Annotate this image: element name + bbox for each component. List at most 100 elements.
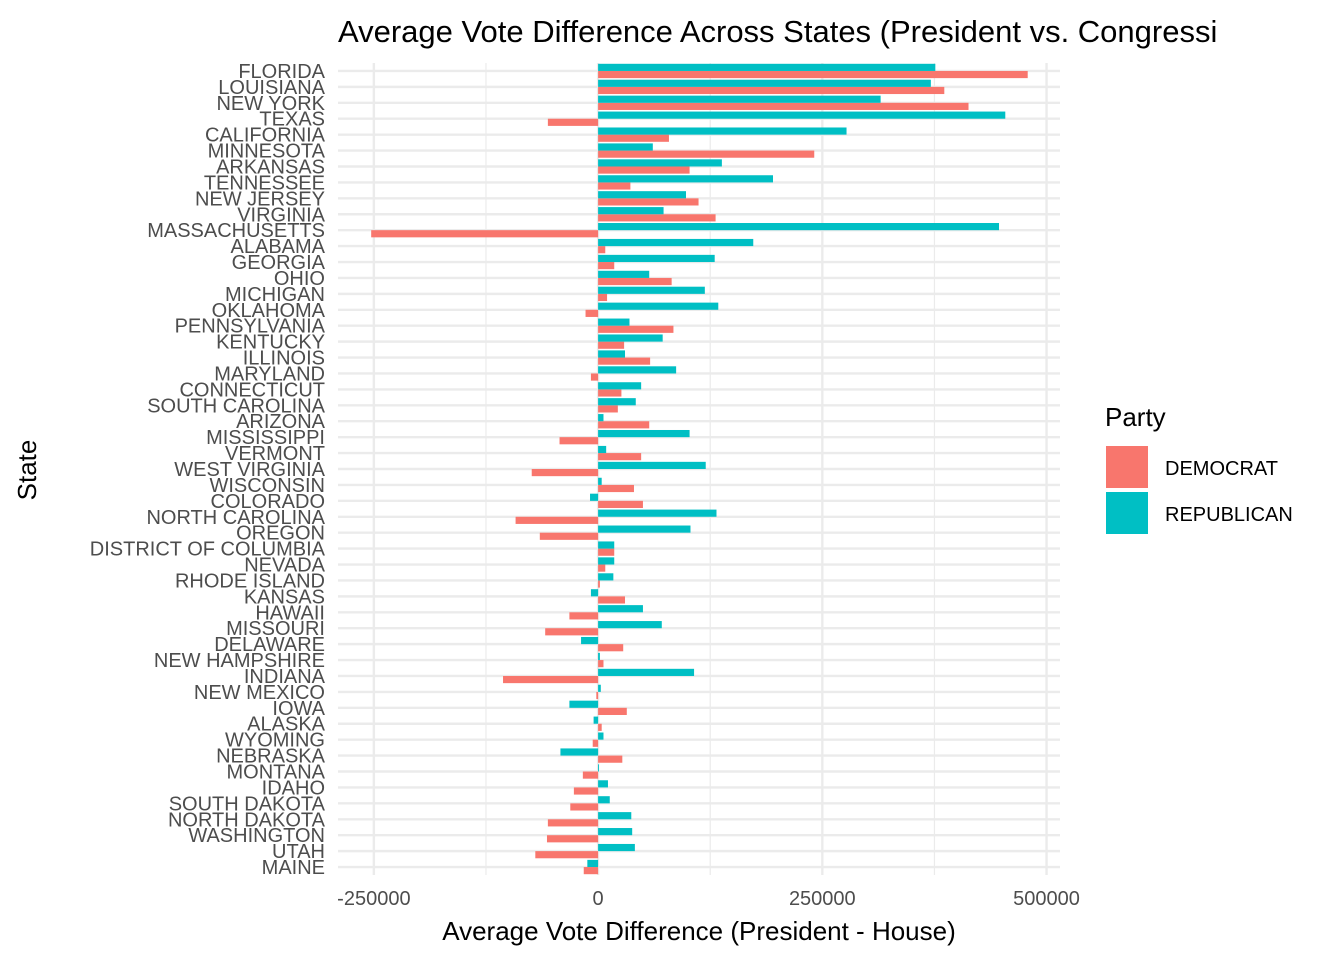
y-tick-label: NEW YORK	[216, 93, 325, 115]
y-tick-label: GEORGIA	[232, 252, 326, 274]
bar-republican-kentucky	[598, 334, 663, 342]
y-tick-label: DISTRICT OF COLUMBIA	[90, 539, 326, 561]
y-tick-label: LOUISIANA	[218, 77, 325, 99]
bar-democrat-indiana	[503, 675, 599, 684]
y-tick-label: FLORIDA	[238, 61, 325, 83]
y-tick-label: COLORADO	[211, 491, 325, 513]
y-tick-label: IDAHO	[262, 777, 325, 799]
bar-democrat-alabama	[598, 246, 606, 254]
y-tick-label: WISCONSIN	[209, 475, 325, 497]
bar-democrat-minnesota	[598, 150, 815, 158]
x-axis-title: Average Vote Difference (President - Hou…	[442, 916, 956, 946]
bar-republican-connecticut	[598, 382, 642, 390]
x-tick-label: 0	[593, 888, 604, 910]
y-tick-label: VIRGINIA	[237, 204, 325, 226]
bar-republican-minnesota	[598, 143, 653, 151]
y-tick-label: MISSISSIPPI	[206, 427, 325, 449]
chart-title: Average Vote Difference Across States (P…	[338, 14, 1217, 49]
bar-republican-wyoming	[598, 732, 604, 740]
bar-republican-delaware	[581, 636, 599, 645]
legend-swatch-democrat	[1106, 446, 1148, 488]
bar-republican-rhode-island	[598, 573, 614, 581]
legend: Party DEMOCRAT REPUBLICAN	[1105, 402, 1293, 534]
bar-democrat-arizona	[598, 421, 650, 429]
y-axis-title: State	[12, 440, 42, 501]
y-tick-label: KANSAS	[244, 586, 325, 608]
y-tick-label: MARYLAND	[214, 363, 325, 385]
bar-republican-hawaii	[598, 605, 643, 613]
y-tick-label: WASHINGTON	[188, 825, 325, 847]
y-tick-label: SOUTH DAKOTA	[169, 793, 326, 815]
bar-republican-pennsylvania	[598, 318, 630, 326]
y-tick-label: VERMONT	[225, 443, 325, 465]
bar-democrat-florida	[598, 70, 1028, 79]
y-tick-label: OREGON	[236, 523, 325, 545]
bar-republican-alabama	[598, 238, 754, 247]
y-tick-label: IOWA	[272, 698, 325, 720]
bar-republican-iowa	[569, 700, 599, 708]
bar-republican-michigan	[598, 286, 705, 294]
y-tick-label: INDIANA	[244, 666, 326, 688]
bar-republican-montana	[598, 764, 599, 772]
y-tick-label: MICHIGAN	[225, 284, 325, 306]
bar-republican-colorado	[590, 493, 599, 501]
bar-democrat-colorado	[598, 500, 643, 509]
y-tick-label: NEVADA	[244, 555, 325, 577]
bar-republican-wisconsin	[598, 477, 602, 485]
bar-republican-new-jersey	[598, 191, 686, 199]
bar-republican-new-hampshire	[598, 652, 600, 661]
y-tick-label: MAINE	[262, 857, 325, 879]
bar-democrat-west-virginia	[531, 469, 599, 477]
bar-republican-texas	[598, 111, 1006, 119]
bar-democrat-south-dakota	[570, 803, 599, 811]
bar-democrat-iowa	[598, 707, 627, 715]
y-tick-label: PENNSYLVANIA	[175, 316, 326, 338]
y-tick-label: MINNESOTA	[208, 141, 326, 163]
bar-republican-florida	[598, 63, 936, 71]
y-tick-label: NEBRASKA	[216, 746, 326, 768]
y-tick-label: CONNECTICUT	[179, 379, 325, 401]
bar-democrat-washington	[546, 835, 599, 843]
bar-republican-north-carolina	[598, 509, 717, 517]
bar-republican-ohio	[598, 270, 650, 278]
bar-democrat-connecticut	[598, 389, 622, 397]
bar-democrat-montana	[582, 771, 599, 779]
x-tick-labels: -250000 0 250000 500000	[337, 888, 1080, 910]
legend-label-republican: REPUBLICAN	[1165, 504, 1293, 526]
y-tick-label: CALIFORNIA	[205, 125, 326, 147]
y-tick-label: NEW JERSEY	[195, 188, 325, 210]
bar-republican-maine	[587, 859, 599, 868]
bar-democrat-california	[598, 134, 669, 142]
y-tick-label: NORTH DAKOTA	[168, 809, 326, 831]
bar-republican-louisiana	[598, 79, 931, 87]
bar-democrat-hawaii	[569, 612, 599, 620]
bar-republican-arizona	[598, 414, 604, 422]
y-tick-label: NEW HAMPSHIRE	[154, 650, 325, 672]
bar-republican-nebraska	[560, 748, 599, 756]
bar-republican-maryland	[598, 366, 677, 374]
x-tick-label: 500000	[1013, 888, 1080, 910]
bar-democrat-new-jersey	[598, 198, 699, 206]
bar-republican-georgia	[598, 254, 715, 263]
bar-democrat-wisconsin	[598, 484, 634, 493]
y-tick-label: NORTH CAROLINA	[146, 507, 325, 529]
bar-democrat-michigan	[598, 293, 608, 302]
bar-democrat-alaska	[598, 723, 602, 731]
y-tick-label: OHIO	[274, 268, 325, 290]
bar-republican-nevada	[598, 557, 615, 565]
bar-democrat-kansas	[598, 596, 626, 604]
bar-republican-south-carolina	[598, 398, 636, 406]
bar-republican-illinois	[598, 350, 626, 358]
bar-democrat-massachusetts	[371, 230, 599, 238]
bar-republican-california	[598, 127, 847, 135]
bar-democrat-pennsylvania	[598, 325, 674, 333]
bar-democrat-nevada	[598, 564, 606, 572]
bar-democrat-mississippi	[559, 437, 599, 445]
bar-democrat-new-hampshire	[598, 660, 604, 668]
bar-republican-mississippi	[598, 429, 690, 438]
legend-swatch-republican	[1106, 492, 1148, 534]
bar-republican-alaska	[593, 716, 599, 724]
bar-democrat-louisiana	[598, 86, 945, 95]
bar-democrat-oklahoma	[585, 309, 599, 317]
